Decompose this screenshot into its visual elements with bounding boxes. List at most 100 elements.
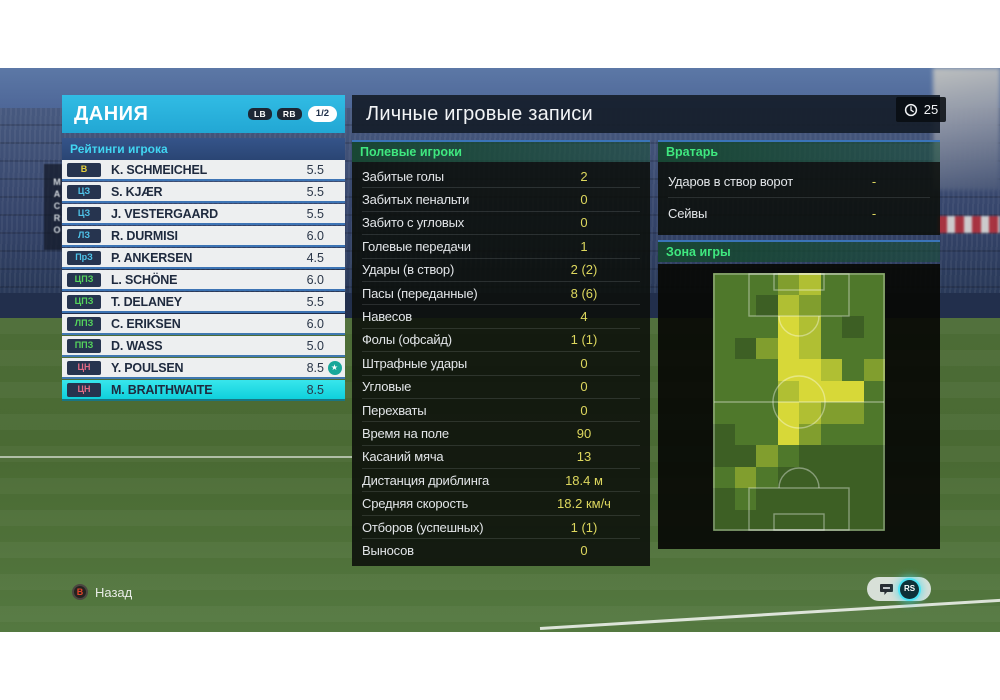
player-rating: 5.5 <box>306 184 324 199</box>
player-row[interactable]: ЦЗ S. KJÆR 5.5 <box>62 182 345 201</box>
stat-row: Фолы (офсайд) 1 (1) <box>362 329 640 353</box>
goalkeeper-stats-panel: Ударов в створ ворот - Сейвы - <box>658 162 940 235</box>
player-name: J. VESTERGAARD <box>111 206 218 221</box>
player-rating: 5.5 <box>306 294 324 309</box>
pitch-line-horizontal <box>0 456 352 458</box>
stat-row: Касаний мяча 13 <box>362 446 640 470</box>
heatmap-cell <box>777 273 799 295</box>
star-slot: ★ <box>324 360 345 375</box>
stat-row: Время на поле 90 <box>362 422 640 446</box>
heatmap-cell <box>713 380 735 402</box>
stat-row: Голевые передачи 1 <box>362 235 640 259</box>
player-row[interactable]: ЦН M. BRAITHWAITE 8.5 <box>62 380 345 399</box>
page-title-bar: Личные игровые записи <box>352 95 940 133</box>
player-row[interactable]: ЦПЗ L. SCHÖNE 6.0 <box>62 270 345 289</box>
heatmap-cell <box>863 509 885 531</box>
heatmap-cell <box>842 380 864 402</box>
rb-button-icon[interactable]: RB <box>276 107 302 121</box>
player-row[interactable]: ЦН Y. POULSEN 8.5 ★ <box>62 358 345 377</box>
stat-row: Средняя скорость 18.2 км/ч <box>362 492 640 516</box>
heatmap-cell <box>820 337 842 359</box>
back-hint[interactable]: B Назад <box>72 584 132 600</box>
heatmap-cell <box>842 337 864 359</box>
heatmap-cell <box>734 466 756 488</box>
heatmap-cell <box>756 402 778 424</box>
right-stick-icon[interactable]: RS <box>900 579 919 599</box>
player-row[interactable]: ЛЗ R. DURMISI 6.0 <box>62 226 345 245</box>
heatmap-cell <box>842 509 864 531</box>
heatmap-cell <box>713 423 735 445</box>
stat-label: Отборов (успешных) <box>362 519 484 535</box>
heatmap-cell <box>842 294 864 316</box>
heatmap-cell <box>863 273 885 295</box>
stat-value: 0 <box>580 542 588 558</box>
stat-row: Отборов (успешных) 1 (1) <box>362 516 640 540</box>
stat-label: Штрафные удары <box>362 355 468 371</box>
player-rating: 5.5 <box>306 206 324 221</box>
heatmap-cell <box>799 402 821 424</box>
stat-row: Перехваты 0 <box>362 399 640 423</box>
gamepad-b-icon[interactable]: B <box>72 584 88 600</box>
pitch-markings <box>713 273 885 531</box>
player-rating: 6.0 <box>306 316 324 331</box>
player-name: R. DURMISI <box>111 228 178 243</box>
clock-icon <box>904 103 917 116</box>
heatmap-cell <box>734 294 756 316</box>
heatmap-cell <box>799 273 821 295</box>
stat-value: 0 <box>580 355 588 371</box>
player-row[interactable]: В K. SCHMEICHEL 5.5 <box>62 160 345 179</box>
team-name: ДАНИЯ <box>74 102 149 125</box>
page-title: Личные игровые записи <box>366 102 593 125</box>
goalkeeper-header: Вратарь <box>658 140 940 162</box>
heatmap-cell <box>820 423 842 445</box>
player-row[interactable]: ПрЗ P. ANKERSEN 4.5 <box>62 248 345 267</box>
player-row[interactable]: ППЗ D. WASS 5.0 <box>62 336 345 355</box>
position-badge: В <box>67 162 101 177</box>
heatmap-cell <box>713 466 735 488</box>
heatmap-cell <box>863 380 885 402</box>
lb-button-icon[interactable]: LB <box>247 107 272 121</box>
position-badge: ЦЗ <box>67 206 101 221</box>
heatmap-cell <box>756 316 778 338</box>
player-row[interactable]: ЛПЗ C. ERIKSEN 6.0 <box>62 314 345 333</box>
stat-value: 2 <box>580 168 588 184</box>
stat-row: Сейвы - <box>668 198 930 229</box>
field-players-header: Полевые игроки <box>352 140 650 162</box>
stat-label: Перехваты <box>362 402 427 418</box>
heatmap-cell <box>713 509 735 531</box>
heatmap-cell <box>799 488 821 510</box>
stat-value: 4 <box>580 309 588 325</box>
heatmap-cell <box>756 423 778 445</box>
heatmap-cell <box>820 509 842 531</box>
heatmap-cell <box>756 273 778 295</box>
heatmap-cell <box>863 488 885 510</box>
stat-row: Забитые голы 2 <box>362 165 640 189</box>
heatmap-cell <box>842 359 864 381</box>
heatmap-pitch <box>713 273 885 531</box>
position-badge: ЦПЗ <box>67 272 101 287</box>
heatmap-cell <box>799 316 821 338</box>
stat-value: 0 <box>580 379 588 395</box>
position-badge: ЦН <box>67 360 101 375</box>
chat-icon[interactable] <box>879 583 894 596</box>
player-row[interactable]: ЦПЗ T. DELANEY 5.5 <box>62 292 345 311</box>
player-name: Y. POULSEN <box>111 360 184 375</box>
position-badge: ПрЗ <box>67 250 101 265</box>
heatmap-cell <box>777 359 799 381</box>
stat-value: 18.2 км/ч <box>557 496 611 512</box>
match-clock: 25 <box>896 97 946 122</box>
player-row[interactable]: ЦЗ J. VESTERGAARD 5.5 <box>62 204 345 223</box>
heatmap-cell <box>756 488 778 510</box>
heatmap-cell <box>863 466 885 488</box>
heatmap-cell <box>820 380 842 402</box>
heatmap-cell <box>863 316 885 338</box>
heatmap-cell <box>713 273 735 295</box>
heatmap-cell <box>713 402 735 424</box>
stat-value: 18.4 м <box>565 472 603 488</box>
stat-label: Угловые <box>362 379 412 395</box>
stat-value: 0 <box>580 192 588 208</box>
stat-row: Удары (в створ) 2 (2) <box>362 259 640 282</box>
heatmap-cell <box>756 445 778 467</box>
stat-label: Голевые передачи <box>362 238 471 254</box>
